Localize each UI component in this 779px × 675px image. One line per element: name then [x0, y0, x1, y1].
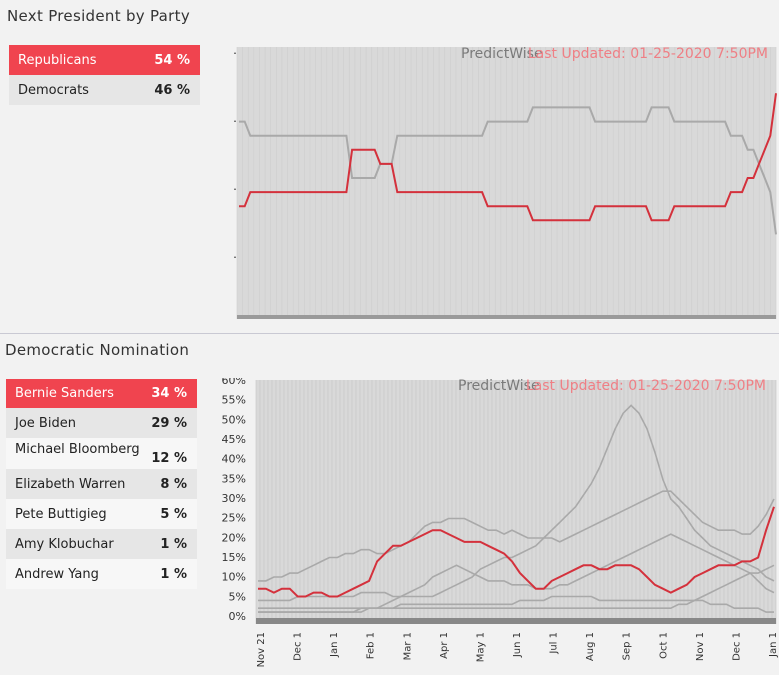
gridlines [236, 47, 777, 319]
nomination-table: Bernie Sanders 34 % Joe Biden 29 % Micha… [6, 379, 197, 589]
y-tick-label: 45% [222, 433, 246, 446]
row-pct: 5 % [160, 506, 187, 522]
x-axis-bar [237, 315, 776, 319]
row-name: Elizabeth Warren [15, 476, 126, 492]
series-line-pete-buttigieg [258, 533, 775, 613]
party-chart: PredictWise Last Updated: 01-25-2020 7:50… [222, 44, 778, 329]
row-pct: 1 % [160, 566, 187, 582]
y-tick-label: 5% [229, 590, 246, 603]
x-tick-label: Dec 1 [293, 632, 304, 661]
row-name: Amy Klobuchar [15, 536, 114, 552]
x-tick-label: Nov 21 [256, 632, 267, 667]
party-table: Republicans 54 % Democrats 46 % [9, 45, 200, 105]
section-title-nomination: Democratic Nomination [5, 341, 190, 359]
watermark-label: PredictWise [458, 378, 540, 394]
section-divider [0, 333, 779, 334]
series-line-elizabeth-warren [258, 404, 775, 602]
y-tick-label: 10% [222, 571, 246, 584]
row-pct: 1 % [160, 536, 187, 552]
row-pct: 12 % [151, 451, 187, 466]
table-row[interactable]: Democrats 46 % [9, 75, 200, 105]
y-tick-label: 60% [222, 378, 246, 387]
row-pct: 29 % [151, 415, 187, 431]
table-row[interactable]: Republicans 54 % [9, 45, 200, 75]
x-tick-label: Apr 1 [439, 632, 450, 659]
series-line-michael-bloomberg [258, 564, 775, 609]
y-tick-label: 55% [222, 394, 246, 407]
series-line-republicans [239, 93, 777, 222]
row-pct: 54 % [154, 52, 190, 68]
nomination-chart-svg: 0% 5% 10% 15% 20% 25% 30% 35% 40% 45% 50% 55% 60% Nov… [222, 374, 779, 667]
y-tick-label: 50% [222, 413, 246, 426]
table-row[interactable]: Bernie Sanders 34 % [6, 379, 197, 408]
table-row[interactable]: Pete Buttigieg 5 % [6, 499, 197, 529]
updated-label: Last Updated: 01-25-2020 7:50PM [528, 46, 768, 62]
nomination-chart: 0% 5% 10% 15% 20% 25% 30% 35% 40% 45% 50% 55% 60% Nov… [210, 374, 779, 675]
watermark-label: PredictWise [461, 46, 543, 62]
x-tick-label: Jul 1 [549, 632, 560, 655]
table-row[interactable]: Joe Biden 29 % [6, 408, 197, 438]
x-tick-label: Aug 1 [585, 632, 596, 661]
x-tick-label: Nov 1 [695, 632, 706, 661]
x-tick-label: Jan 1 [329, 632, 340, 658]
table-row[interactable]: Elizabeth Warren 8 % [6, 469, 197, 499]
gridlines [255, 380, 777, 624]
x-tick-label: Jun 1 [512, 632, 523, 658]
y-tick-label: 30% [222, 492, 246, 505]
row-name: Pete Buttigieg [15, 506, 107, 522]
x-axis-bar [256, 618, 776, 624]
row-pct: 8 % [160, 476, 187, 492]
y-tick-label: 25% [222, 512, 246, 525]
row-name: Republicans [18, 52, 97, 68]
x-tick-label: Jan 1 [768, 632, 778, 658]
table-row[interactable]: Amy Klobuchar 1 % [6, 529, 197, 559]
row-name: Democrats [18, 82, 89, 98]
x-tick-label: Oct 1 [658, 632, 669, 659]
series-line-joe-biden [258, 490, 775, 582]
y-tick-label: 20% [222, 531, 246, 544]
x-tick-label: Dec 1 [731, 632, 742, 661]
x-tick-label: May 1 [475, 632, 486, 662]
table-row[interactable]: Michael Bloomberg 12 % [6, 438, 197, 469]
table-row[interactable]: Andrew Yang 1 % [6, 559, 197, 589]
y-tick-label: 15% [222, 551, 246, 564]
series-line-bernie-sanders [258, 506, 775, 598]
row-name: Michael Bloomberg [15, 442, 140, 457]
x-tick-label: Mar 1 [402, 632, 413, 660]
row-pct: 34 % [151, 386, 187, 401]
row-name: Joe Biden [15, 415, 76, 431]
y-tick-label: 40% [222, 453, 246, 466]
y-tick-label: 0% [229, 610, 246, 623]
updated-label: Last Updated: 01-25-2020 7:50PM [526, 378, 766, 394]
x-tick-label: Feb 1 [366, 632, 377, 659]
row-name: Bernie Sanders [15, 386, 114, 401]
row-pct: 46 % [154, 82, 190, 98]
section-title-party: Next President by Party [7, 7, 191, 25]
series-line-democrats [239, 106, 777, 235]
x-tick-label: Sep 1 [622, 632, 633, 660]
y-tick-label: 35% [222, 472, 246, 485]
row-name: Andrew Yang [15, 566, 99, 582]
